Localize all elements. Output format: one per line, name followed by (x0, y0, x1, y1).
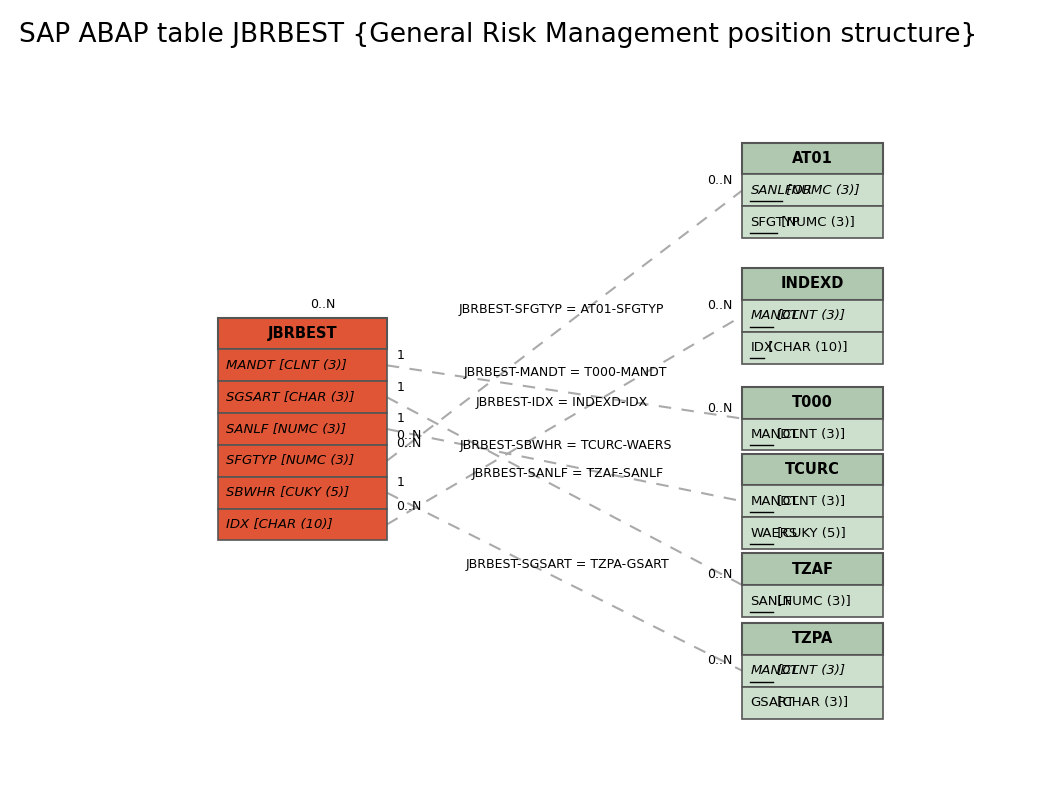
Bar (218, 318, 387, 350)
Text: IDX: IDX (751, 341, 774, 354)
Text: AT01: AT01 (792, 151, 833, 166)
Text: MANDT: MANDT (751, 665, 800, 677)
Bar (218, 413, 387, 445)
Text: 0..N: 0..N (396, 429, 422, 443)
Text: [CHAR (3)]: [CHAR (3)] (773, 696, 848, 709)
Text: 1: 1 (396, 349, 404, 362)
Bar (218, 477, 387, 509)
Text: WAERS: WAERS (751, 526, 797, 540)
Text: 1: 1 (396, 413, 404, 425)
Text: SGSART [CHAR (3)]: SGSART [CHAR (3)] (226, 390, 355, 404)
Text: MANDT: MANDT (751, 428, 798, 441)
Text: IDX [CHAR (10)]: IDX [CHAR (10)] (226, 518, 333, 531)
Bar (218, 445, 387, 477)
Text: 1: 1 (396, 476, 404, 489)
Text: 0..N: 0..N (707, 402, 733, 415)
Text: [NUMC (3)]: [NUMC (3)] (778, 215, 856, 229)
Text: SANLFOR: SANLFOR (751, 184, 812, 197)
Text: 0..N: 0..N (707, 568, 733, 581)
Bar (742, 268, 884, 300)
Text: JBRBEST-SGSART = TZPA-GSART: JBRBEST-SGSART = TZPA-GSART (466, 557, 670, 571)
Text: SAP ABAP table JBRBEST {General Risk Management position structure}: SAP ABAP table JBRBEST {General Risk Man… (19, 22, 977, 48)
Text: JBRBEST-MANDT = T000-MANDT: JBRBEST-MANDT = T000-MANDT (464, 366, 668, 378)
Text: [CUKY (5)]: [CUKY (5)] (773, 526, 846, 540)
Bar (742, 485, 884, 518)
Bar (742, 655, 884, 687)
Text: MANDT [CLNT (3)]: MANDT [CLNT (3)] (226, 359, 346, 372)
Text: [NUMC (3)]: [NUMC (3)] (773, 595, 850, 607)
Bar (742, 518, 884, 549)
Text: 0..N: 0..N (396, 436, 422, 450)
Text: TZAF: TZAF (791, 562, 834, 576)
Text: [CLNT (3)]: [CLNT (3)] (773, 309, 845, 322)
Text: GSART: GSART (751, 696, 794, 709)
Text: SFGTYP: SFGTYP (751, 215, 801, 229)
Text: [CHAR (10)]: [CHAR (10)] (764, 341, 847, 354)
Text: 0..N: 0..N (396, 501, 422, 514)
Bar (742, 174, 884, 206)
Bar (742, 332, 884, 363)
Text: [CLNT (3)]: [CLNT (3)] (773, 428, 845, 441)
Text: JBRBEST-SANLF = TZAF-SANLF: JBRBEST-SANLF = TZAF-SANLF (472, 467, 664, 480)
Text: 1: 1 (396, 381, 404, 394)
Bar (742, 453, 884, 485)
Text: SANLF [NUMC (3)]: SANLF [NUMC (3)] (226, 422, 346, 436)
Text: JBRBEST: JBRBEST (268, 326, 337, 341)
Text: [CLNT (3)]: [CLNT (3)] (773, 494, 845, 508)
Text: TZPA: TZPA (792, 631, 834, 646)
Text: SFGTYP [NUMC (3)]: SFGTYP [NUMC (3)] (226, 455, 355, 467)
Bar (742, 142, 884, 174)
Bar (742, 585, 884, 617)
Text: 0..N: 0..N (707, 173, 733, 187)
Text: [NUMC (3)]: [NUMC (3)] (782, 184, 860, 197)
Text: JBRBEST-SFGTYP = AT01-SFGTYP: JBRBEST-SFGTYP = AT01-SFGTYP (458, 303, 664, 316)
Text: 0..N: 0..N (707, 299, 733, 312)
Text: MANDT: MANDT (751, 309, 800, 322)
Bar (742, 553, 884, 585)
Bar (742, 419, 884, 451)
Bar (218, 350, 387, 382)
Bar (742, 687, 884, 719)
Text: JBRBEST-SBWHR = TCURC-WAERS: JBRBEST-SBWHR = TCURC-WAERS (459, 439, 672, 452)
Text: SBWHR [CUKY (5)]: SBWHR [CUKY (5)] (226, 487, 349, 499)
Text: MANDT: MANDT (751, 494, 798, 508)
Bar (742, 623, 884, 655)
Bar (742, 387, 884, 419)
Text: [CLNT (3)]: [CLNT (3)] (773, 665, 845, 677)
Bar (218, 382, 387, 413)
Text: 0..N: 0..N (707, 654, 733, 667)
Text: T000: T000 (792, 395, 833, 410)
Text: SANLF: SANLF (751, 595, 792, 607)
Bar (742, 300, 884, 332)
Text: 0..N: 0..N (310, 298, 336, 312)
Text: JBRBEST-IDX = INDEXD-IDX: JBRBEST-IDX = INDEXD-IDX (475, 397, 647, 409)
Text: TCURC: TCURC (785, 462, 840, 477)
Bar (218, 509, 387, 541)
Bar (742, 206, 884, 238)
Text: INDEXD: INDEXD (781, 277, 844, 292)
